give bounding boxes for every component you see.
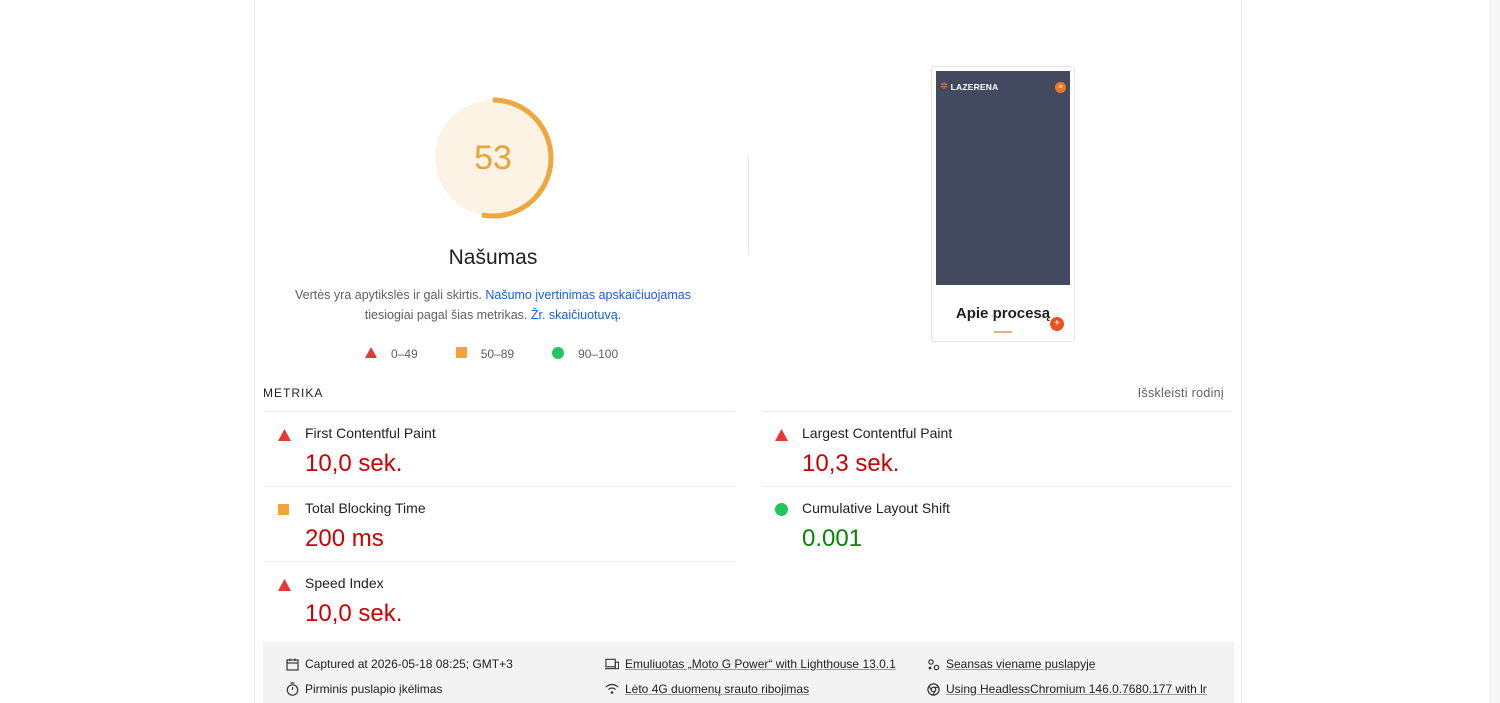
score-calculation-link[interactable]: Našumo įvertinimas apskaičiuojamas bbox=[485, 288, 691, 302]
red-triangle-icon bbox=[775, 428, 788, 441]
env-throttling[interactable]: Lėto 4G duomenų srauto ribojimas bbox=[605, 682, 809, 696]
orange-square-icon bbox=[278, 503, 291, 516]
metric-cls: Cumulative Layout Shift 0.001 bbox=[762, 486, 1232, 561]
wifi-icon bbox=[605, 682, 619, 696]
metric-name: Cumulative Layout Shift bbox=[802, 500, 950, 516]
env-emulated-text: Emuliuotas „Moto G Power“ with Lighthous… bbox=[625, 657, 896, 671]
gauge-score: 53 bbox=[474, 139, 512, 177]
final-screenshot-thumbnail[interactable]: ✲ LAZERENA ≡ Apie procesą + bbox=[931, 66, 1075, 342]
metric-value: 10,0 sek. bbox=[305, 450, 403, 477]
score-legend: 0–49 50–89 90–100 bbox=[365, 345, 656, 363]
metrics-header: METRIKA bbox=[263, 386, 324, 400]
legend-label: 90–100 bbox=[578, 347, 619, 361]
thumbnail-hero: ✲ LAZERENA ≡ bbox=[936, 71, 1070, 285]
calculator-link[interactable]: Žr. skaičiuotuvą. bbox=[530, 308, 622, 322]
report-card: 53 Našumas Vertės yra apytikslės ir gali… bbox=[254, 0, 1242, 703]
plus-icon: + bbox=[1050, 317, 1064, 331]
gauge-ring bbox=[432, 97, 554, 219]
stopwatch-icon bbox=[285, 682, 299, 696]
env-emulated[interactable]: Emuliuotas „Moto G Power“ with Lighthous… bbox=[605, 657, 896, 671]
metric-value: 0.001 bbox=[802, 525, 863, 552]
metric-value: 10,3 sek. bbox=[802, 450, 900, 477]
thumbnail-logo-text: LAZERENA bbox=[950, 81, 999, 92]
env-initial-load-text: Pirminis puslapio įkėlimas bbox=[305, 682, 443, 696]
logo-star-icon: ✲ bbox=[940, 81, 949, 92]
devices-icon bbox=[605, 657, 619, 671]
legend-item-average: 50–89 bbox=[455, 347, 515, 361]
performance-gauge[interactable]: 53 bbox=[431, 96, 555, 220]
legend-label: 50–89 bbox=[480, 347, 515, 361]
env-session-text: Seansas viename puslapyje bbox=[946, 657, 1096, 671]
vertical-divider bbox=[748, 155, 749, 255]
gauge-description: Vertės yra apytikslės ir gali skirtis. N… bbox=[285, 285, 701, 325]
env-session[interactable]: Seansas viename puslapyje bbox=[926, 657, 1095, 671]
metric-fcp: First Contentful Paint 10,0 sek. bbox=[265, 411, 735, 486]
env-browser[interactable]: Using HeadlessChromium 146.0.7680.177 wi… bbox=[926, 682, 1207, 696]
page-scrollbar[interactable] bbox=[1490, 0, 1500, 703]
env-initial-load: Pirminis puslapio įkėlimas bbox=[285, 682, 442, 696]
gauge-desc-text: Vertės yra apytikslės ir gali skirtis. bbox=[295, 288, 482, 302]
env-captured-text: Captured at 2026-05-18 08:25; GMT+3 bbox=[305, 657, 513, 671]
runtime-settings: Captured at 2026-05-18 08:25; GMT+3 Pirm… bbox=[263, 642, 1234, 703]
metric-name: First Contentful Paint bbox=[305, 425, 436, 441]
metric-si: Speed Index 10,0 sek. bbox=[265, 561, 735, 636]
metric-value: 10,0 sek. bbox=[305, 600, 403, 627]
metric-name: Largest Contentful Paint bbox=[802, 425, 953, 441]
metric-lcp: Largest Contentful Paint 10,3 sek. bbox=[762, 411, 1232, 486]
chrome-icon bbox=[926, 682, 940, 696]
env-throttling-text: Lėto 4G duomenų srauto ribojimas bbox=[625, 682, 810, 696]
legend-item-fail: 0–49 bbox=[365, 347, 418, 361]
legend-item-pass: 90–100 bbox=[552, 346, 619, 362]
expand-view-toggle[interactable]: Išskleisti rodinį bbox=[1137, 386, 1224, 400]
metric-tbt: Total Blocking Time 200 ms bbox=[265, 486, 735, 561]
orange-square-icon bbox=[455, 347, 467, 361]
green-circle-icon bbox=[552, 346, 565, 362]
menu-icon: ≡ bbox=[1055, 82, 1066, 93]
red-triangle-icon bbox=[278, 578, 291, 591]
green-circle-icon bbox=[775, 503, 788, 516]
legend-label: 0–49 bbox=[391, 347, 418, 361]
gauge-desc-text-2: tiesiogiai pagal šias metrikas. bbox=[364, 308, 528, 322]
metric-name: Speed Index bbox=[305, 575, 384, 591]
gauge-title: Našumas bbox=[448, 246, 538, 269]
calendar-icon bbox=[285, 657, 299, 671]
thumbnail-logo: ✲ LAZERENA bbox=[940, 81, 998, 92]
env-captured: Captured at 2026-05-18 08:25; GMT+3 bbox=[285, 657, 513, 671]
red-triangle-icon bbox=[365, 347, 377, 361]
metric-value: 200 ms bbox=[305, 525, 384, 552]
metric-name: Total Blocking Time bbox=[305, 500, 426, 516]
env-browser-text: Using HeadlessChromium 146.0.7680.177 wi… bbox=[946, 682, 1207, 696]
red-triangle-icon bbox=[278, 428, 291, 441]
thumbnail-subline bbox=[994, 331, 1012, 333]
session-icon bbox=[926, 657, 940, 671]
thumbnail-heading: Apie procesą bbox=[955, 305, 1051, 322]
